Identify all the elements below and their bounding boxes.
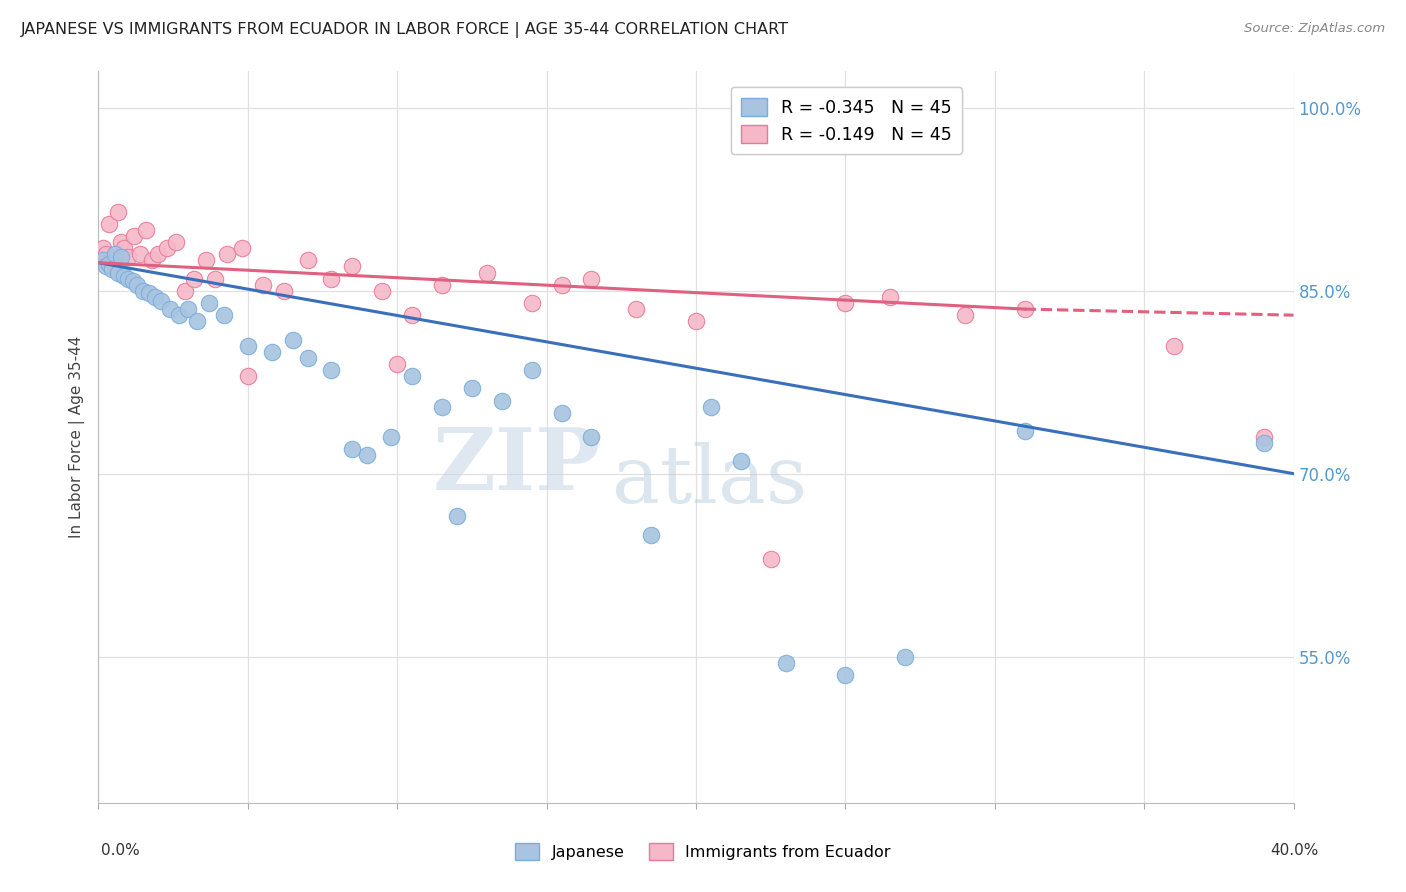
Point — [297, 351, 319, 365]
Point — [342, 260, 364, 274]
Point — [204, 271, 226, 285]
Point — [834, 296, 856, 310]
Point — [156, 241, 179, 255]
Text: atlas: atlas — [613, 442, 807, 520]
Point — [550, 406, 572, 420]
Point — [94, 247, 117, 261]
Point — [401, 369, 423, 384]
Point — [520, 296, 543, 310]
Point — [138, 286, 160, 301]
Point — [104, 260, 127, 274]
Point — [385, 357, 409, 371]
Point — [112, 241, 135, 255]
Point — [775, 656, 797, 670]
Point — [342, 442, 364, 457]
Point — [198, 296, 221, 310]
Point — [685, 314, 707, 328]
Point — [177, 301, 200, 317]
Point — [581, 271, 603, 285]
Point — [117, 271, 139, 285]
Point — [430, 400, 453, 414]
Point — [97, 217, 120, 231]
Point — [110, 235, 132, 249]
Legend: R = -0.345   N = 45, R = -0.149   N = 45: R = -0.345 N = 45, R = -0.149 N = 45 — [731, 87, 962, 154]
Text: 40.0%: 40.0% — [1271, 843, 1319, 858]
Point — [132, 284, 155, 298]
Point — [640, 527, 662, 541]
Point — [94, 260, 117, 274]
Point — [91, 241, 114, 255]
Point — [91, 253, 114, 268]
Point — [165, 235, 187, 249]
Point — [461, 381, 484, 395]
Point — [894, 649, 917, 664]
Point — [581, 430, 603, 444]
Point — [121, 274, 143, 288]
Point — [195, 253, 218, 268]
Point — [127, 277, 149, 292]
Point — [260, 344, 283, 359]
Point — [550, 277, 572, 292]
Point — [236, 369, 259, 384]
Point — [520, 363, 543, 377]
Point — [273, 284, 295, 298]
Point — [380, 430, 402, 444]
Point — [297, 253, 319, 268]
Point — [759, 552, 782, 566]
Point — [231, 241, 253, 255]
Point — [252, 277, 274, 292]
Point — [135, 223, 157, 237]
Point — [446, 509, 468, 524]
Point — [159, 301, 181, 317]
Point — [110, 250, 132, 264]
Point — [141, 253, 163, 268]
Point — [107, 265, 129, 279]
Point — [236, 339, 259, 353]
Point — [1163, 339, 1185, 353]
Point — [215, 247, 238, 261]
Point — [700, 400, 723, 414]
Point — [834, 667, 856, 681]
Point — [183, 271, 205, 285]
Point — [174, 284, 197, 298]
Point — [1253, 430, 1275, 444]
Point — [1253, 436, 1275, 450]
Point — [321, 271, 343, 285]
Point — [101, 261, 124, 276]
Text: ZIP: ZIP — [433, 425, 600, 508]
Point — [117, 250, 139, 264]
Point — [129, 247, 152, 261]
Point — [167, 308, 190, 322]
Point — [148, 247, 170, 261]
Point — [430, 277, 453, 292]
Point — [879, 290, 901, 304]
Point — [104, 247, 127, 261]
Point — [356, 449, 378, 463]
Point — [112, 269, 135, 284]
Point — [281, 333, 304, 347]
Point — [143, 290, 166, 304]
Y-axis label: In Labor Force | Age 35-44: In Labor Force | Age 35-44 — [69, 336, 84, 538]
Point — [1014, 301, 1036, 317]
Point — [371, 284, 394, 298]
Point — [730, 454, 752, 468]
Text: JAPANESE VS IMMIGRANTS FROM ECUADOR IN LABOR FORCE | AGE 35-44 CORRELATION CHART: JAPANESE VS IMMIGRANTS FROM ECUADOR IN L… — [21, 22, 789, 38]
Point — [124, 228, 146, 243]
Point — [101, 253, 124, 268]
Point — [212, 308, 235, 322]
Point — [491, 393, 513, 408]
Point — [321, 363, 343, 377]
Point — [953, 308, 976, 322]
Point — [401, 308, 423, 322]
Point — [1014, 424, 1036, 438]
Point — [97, 257, 120, 271]
Point — [475, 265, 498, 279]
Point — [107, 204, 129, 219]
Point — [186, 314, 208, 328]
Text: 0.0%: 0.0% — [101, 843, 141, 858]
Point — [626, 301, 648, 317]
Legend: Japanese, Immigrants from Ecuador: Japanese, Immigrants from Ecuador — [509, 837, 897, 866]
Point — [150, 293, 173, 308]
Text: Source: ZipAtlas.com: Source: ZipAtlas.com — [1244, 22, 1385, 36]
